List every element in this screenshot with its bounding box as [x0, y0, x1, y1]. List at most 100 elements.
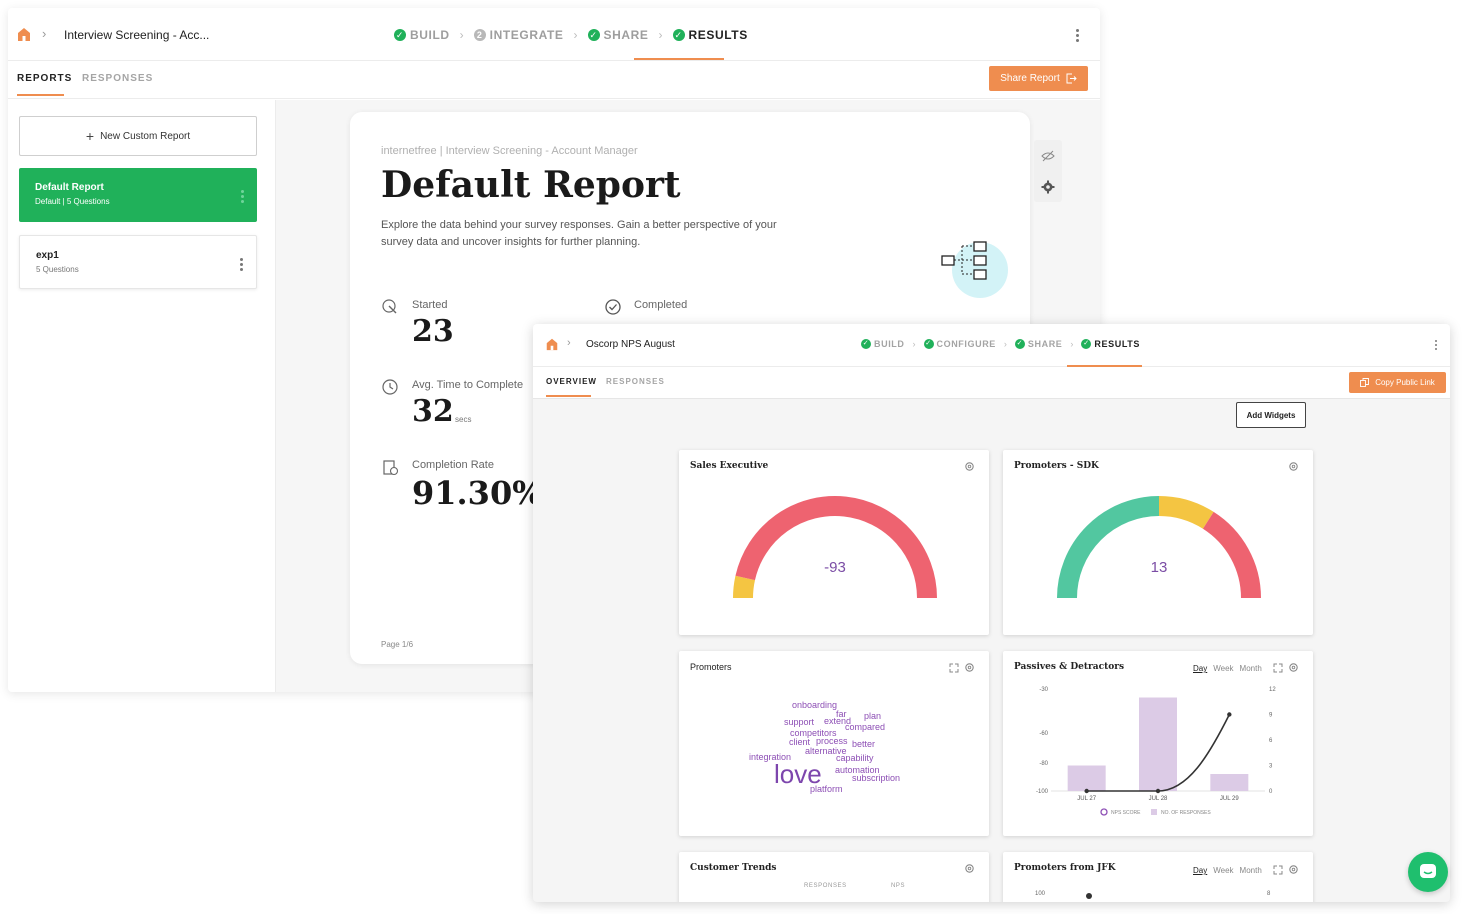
gear-icon[interactable] [1288, 864, 1299, 875]
y-tick-label: 100 [1035, 891, 1046, 897]
expand-icon[interactable] [1273, 865, 1283, 875]
line-point [1227, 712, 1232, 717]
word-cloud-term: competitors [790, 728, 837, 738]
step-results[interactable]: ✓ RESULTS [672, 28, 748, 42]
share-report-button[interactable]: Share Report [989, 66, 1088, 91]
tab-overview[interactable]: OVERVIEW [546, 377, 597, 386]
y-tick-label: 8 [1267, 891, 1271, 897]
chevron-right-icon: › [912, 339, 916, 349]
chevron-right-icon: › [567, 337, 571, 349]
bar [1139, 697, 1177, 791]
tab-responses[interactable]: RESPONSES [606, 377, 665, 386]
report-title: Default Report [381, 164, 681, 206]
gear-icon[interactable] [1288, 461, 1299, 472]
y-right-tick-label: 9 [1269, 713, 1273, 719]
widget-promoters: Promoters onboarding far plan support ex… [679, 651, 989, 836]
y-right-tick-label: 0 [1269, 789, 1273, 795]
survey-title[interactable]: Interview Screening - Acc... [64, 28, 210, 42]
hide-icon[interactable] [1041, 150, 1055, 162]
progress-steps: ✓ BUILD › ✓ CONFIGURE › ✓ SHARE › ✓ RESULTS [861, 339, 1140, 349]
legend-swatch-responses [1151, 809, 1157, 815]
period-month[interactable]: Month [1239, 866, 1262, 875]
line-point [1086, 893, 1092, 899]
widget-title: Sales Executive [690, 461, 769, 471]
active-step-underline [634, 58, 724, 60]
gauge-segment [1057, 496, 1160, 599]
legend-swatch-nps [1100, 808, 1108, 816]
active-tab-underline [546, 395, 591, 397]
step-share[interactable]: ✓ SHARE [1014, 339, 1063, 349]
report-menu-icon[interactable] [240, 256, 244, 273]
tab-responses[interactable]: RESPONSES [82, 73, 154, 84]
step-build[interactable]: ✓ BUILD [394, 28, 450, 42]
check-icon: ✓ [394, 29, 406, 41]
period-week[interactable]: Week [1213, 664, 1234, 673]
completed-label: Completed [634, 299, 688, 311]
add-widgets-button[interactable]: Add Widgets [1236, 402, 1306, 428]
gear-icon[interactable] [964, 461, 975, 472]
period-day[interactable]: Day [1193, 866, 1208, 875]
new-custom-report-button[interactable]: + New Custom Report [19, 116, 257, 156]
home-icon[interactable] [16, 26, 32, 42]
expand-icon[interactable] [1273, 663, 1283, 673]
word-cloud-term: alternative [805, 746, 847, 756]
reports-sidebar: + New Custom Report Default Report Defau… [8, 100, 276, 692]
clipboard-check-icon [383, 460, 399, 476]
gauge-segment [735, 496, 937, 599]
word-cloud-term: far [836, 709, 847, 719]
gauge-chart: 13 [1057, 496, 1261, 599]
gear-icon[interactable] [1288, 662, 1299, 673]
word-cloud-term: compared [845, 722, 886, 732]
copy-public-link-button[interactable]: Copy Public Link [1349, 372, 1446, 393]
settings-icon[interactable] [1041, 180, 1055, 194]
line-point [1084, 788, 1089, 794]
step-results[interactable]: ✓ RESULTS [1081, 339, 1140, 349]
report-item-exp1[interactable]: exp1 5 Questions [19, 235, 257, 289]
active-tab-underline [17, 94, 64, 96]
step-share[interactable]: ✓ SHARE [587, 28, 649, 42]
report-subtitle: 5 Questions [36, 265, 79, 274]
survey-title[interactable]: Oscorp NPS August [586, 339, 675, 350]
widget-promoters-jfk: Promoters from JFK Day Week Month 100 8 [1003, 852, 1313, 902]
completion-rate-label: Completion Rate [412, 459, 494, 471]
word-cloud-term: capability [836, 753, 874, 763]
word-cloud-term: automation [835, 765, 880, 775]
check-icon: ✓ [923, 339, 934, 349]
gear-icon[interactable] [964, 863, 975, 874]
word-cloud-term: better [852, 739, 876, 749]
word-cloud-term: platform [810, 784, 843, 794]
step-build[interactable]: ✓ BUILD [861, 339, 905, 349]
more-options-icon[interactable] [1435, 338, 1439, 352]
step-configure[interactable]: ✓ CONFIGURE [923, 339, 996, 349]
gauge-segment [1158, 496, 1214, 529]
more-options-icon[interactable] [1076, 27, 1080, 44]
share-report-label: Share Report [1000, 73, 1060, 84]
step-integrate[interactable]: 2 INTEGRATE [473, 28, 564, 42]
home-icon[interactable] [545, 337, 559, 351]
report-description: Explore the data behind your survey resp… [381, 219, 777, 248]
x-tick-label: JUL 28 [1149, 796, 1168, 802]
chevron-right-icon: › [459, 28, 464, 42]
gauge-segment [1202, 511, 1261, 599]
top-bar: › Oscorp NPS August ✓ BUILD › ✓ CONFIGURE … [533, 324, 1450, 367]
period-day[interactable]: Day [1193, 664, 1208, 673]
widget-title: Passives & Detractors [1014, 662, 1125, 672]
plus-icon: + [85, 128, 95, 144]
report-title: Default Report [35, 182, 104, 193]
word-cloud-term: love [774, 759, 822, 789]
gauge-chart: -93 [733, 496, 937, 599]
expand-icon[interactable] [949, 663, 959, 673]
chevron-right-icon: › [1070, 339, 1074, 349]
completion-rate-value: 91.30% [412, 474, 543, 512]
report-menu-icon[interactable] [241, 188, 245, 205]
check-icon: ✓ [587, 29, 600, 41]
nps-dashboard-window: › Oscorp NPS August ✓ BUILD › ✓ CONFIGURE … [533, 324, 1450, 902]
period-month[interactable]: Month [1239, 664, 1262, 673]
report-item-default[interactable]: Default Report Default | 5 Questions [19, 168, 257, 222]
gear-icon[interactable] [964, 662, 975, 673]
period-week[interactable]: Week [1213, 866, 1234, 875]
tab-reports[interactable]: REPORTS [17, 73, 73, 84]
word-cloud-term: client [789, 737, 811, 747]
chat-launcher-button[interactable] [1408, 852, 1448, 892]
y-right-tick-label: 3 [1269, 764, 1273, 770]
